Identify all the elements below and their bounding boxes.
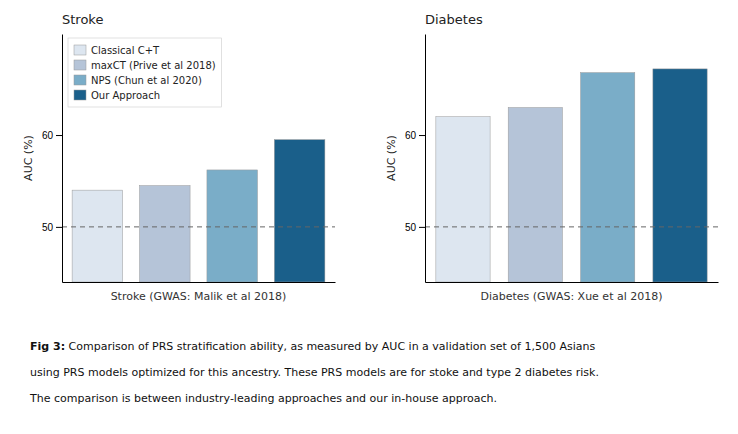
y-tick: 60 <box>405 130 425 141</box>
legend-swatch <box>74 90 86 100</box>
title: Diabetes <box>425 12 483 27</box>
x-axis-line <box>426 282 719 283</box>
x-axis-title: Diabetes (GWAS: Xue et al 2018) <box>480 290 662 303</box>
y-axis-title: AUC (%) <box>22 135 35 181</box>
bar <box>581 73 635 282</box>
bars <box>425 69 718 282</box>
legend-entry: Classical C+T <box>74 45 160 56</box>
legend-label: Classical C+T <box>91 45 160 56</box>
y-axis: 50 60 <box>42 35 63 283</box>
caption-label: Fig 3: <box>30 340 65 353</box>
legend-swatch <box>74 60 86 70</box>
caption-line: The comparison is between industry-leadi… <box>29 392 497 405</box>
caption-text: using PRS models optimized for this ance… <box>30 366 599 379</box>
y-tick-mark <box>56 227 62 228</box>
reference-line <box>425 226 718 227</box>
y-tick-label: 60 <box>405 130 417 141</box>
caption: Fig 3: Comparison of PRS stratification … <box>29 340 599 405</box>
y-tick: 50 <box>405 222 425 233</box>
legend-entry: NPS (Chun et al 2020) <box>74 75 202 86</box>
bar <box>72 190 123 282</box>
y-tick-label: 50 <box>405 222 417 233</box>
y-tick-mark <box>419 227 425 228</box>
legend-swatch <box>74 75 86 85</box>
panel: 50 60 Stroke Stroke (GWAS: Malik et al 2018… <box>22 12 336 303</box>
caption-line: using PRS models optimized for this ance… <box>30 366 599 379</box>
y-tick-label: 50 <box>42 222 54 233</box>
panel: 50 60 Diabetes Diabetes (GWAS: Xue et al 20… <box>385 12 719 303</box>
x-axis <box>426 282 719 283</box>
x-axis <box>63 282 336 283</box>
legend-entry: maxCT (Prive et al 2018) <box>74 60 216 71</box>
legend: Classical C+T maxCT (Prive et al 2018) NPS… <box>68 38 222 107</box>
title: Stroke <box>62 12 103 27</box>
bar <box>140 186 191 282</box>
y-axis-title: AUC (%) <box>385 135 398 181</box>
legend-label: Our Approach <box>91 90 160 101</box>
legend-label: NPS (Chun et al 2020) <box>91 75 202 86</box>
y-tick-label: 60 <box>42 130 54 141</box>
y-tick-mark <box>56 135 62 136</box>
bar <box>207 170 258 282</box>
x-axis-line <box>63 282 336 283</box>
bar <box>508 107 562 282</box>
y-tick: 50 <box>42 222 62 233</box>
legend-frame <box>68 38 222 107</box>
y-axis-line <box>62 35 63 283</box>
y-tick-mark <box>419 135 425 136</box>
reference-line <box>62 226 335 227</box>
y-axis-line <box>425 35 426 283</box>
legend-label: maxCT (Prive et al 2018) <box>91 60 216 71</box>
legend-swatch <box>74 45 86 55</box>
bars <box>62 140 335 282</box>
y-axis: 50 60 <box>405 35 426 283</box>
x-axis-title: Stroke (GWAS: Malik et al 2018) <box>111 290 287 303</box>
caption-text: The comparison is between industry-leadi… <box>29 392 497 405</box>
caption-text: Comparison of PRS stratification ability… <box>65 340 595 353</box>
bar <box>436 117 490 282</box>
y-tick: 60 <box>42 130 62 141</box>
caption-line: Fig 3: Comparison of PRS stratification … <box>30 340 595 353</box>
bar <box>274 140 325 282</box>
bar <box>653 69 707 282</box>
legend-entry: Our Approach <box>74 90 160 101</box>
chart: 50 60 Stroke Stroke (GWAS: Malik et al 2018… <box>0 0 738 434</box>
